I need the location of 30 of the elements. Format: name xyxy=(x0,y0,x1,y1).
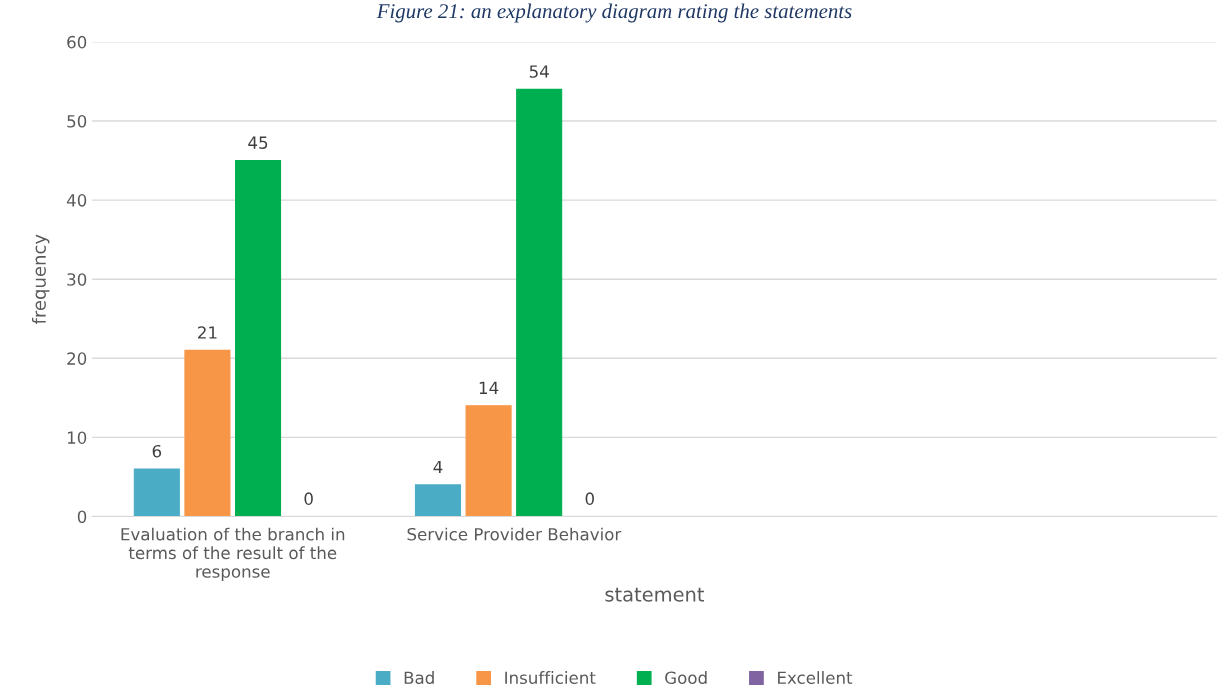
y-tick-label: 0 xyxy=(77,510,87,524)
data-label: 45 xyxy=(248,136,268,149)
bar xyxy=(184,349,231,517)
legend-label: Excellent xyxy=(778,671,853,685)
legend-label: Good xyxy=(665,671,707,685)
legend-label: Insufficient xyxy=(505,671,596,685)
data-label: 21 xyxy=(198,326,217,339)
x-axis-title: statement xyxy=(605,587,705,602)
y-tick-label: 20 xyxy=(67,352,87,365)
x-tick-label: Evaluation of the branch in terms of the result of the response xyxy=(121,527,345,582)
bar xyxy=(414,484,462,517)
y-tick-label: 30 xyxy=(67,273,87,286)
data-label: 4 xyxy=(433,460,443,474)
x-tick-label: Service Provider Behavior xyxy=(407,527,622,541)
bar xyxy=(516,88,563,517)
y-tick-label: 40 xyxy=(66,194,87,207)
y-tick-label: 60 xyxy=(67,35,87,49)
data-label: 0 xyxy=(304,492,313,505)
y-tick-label: 10 xyxy=(67,431,87,444)
legend-label: Bad xyxy=(404,671,434,685)
y-tick-label: 50 xyxy=(67,114,87,128)
data-label: 0 xyxy=(585,492,594,505)
bar xyxy=(234,159,282,517)
bar xyxy=(133,468,180,517)
data-label: 6 xyxy=(152,444,162,458)
chart-title: Figure 21: an explanatory diagram rating the statements xyxy=(376,3,852,23)
data-label: 14 xyxy=(479,381,499,394)
data-label: 54 xyxy=(529,65,549,78)
y-axis-title: frequency xyxy=(31,234,50,325)
bar xyxy=(465,405,512,517)
